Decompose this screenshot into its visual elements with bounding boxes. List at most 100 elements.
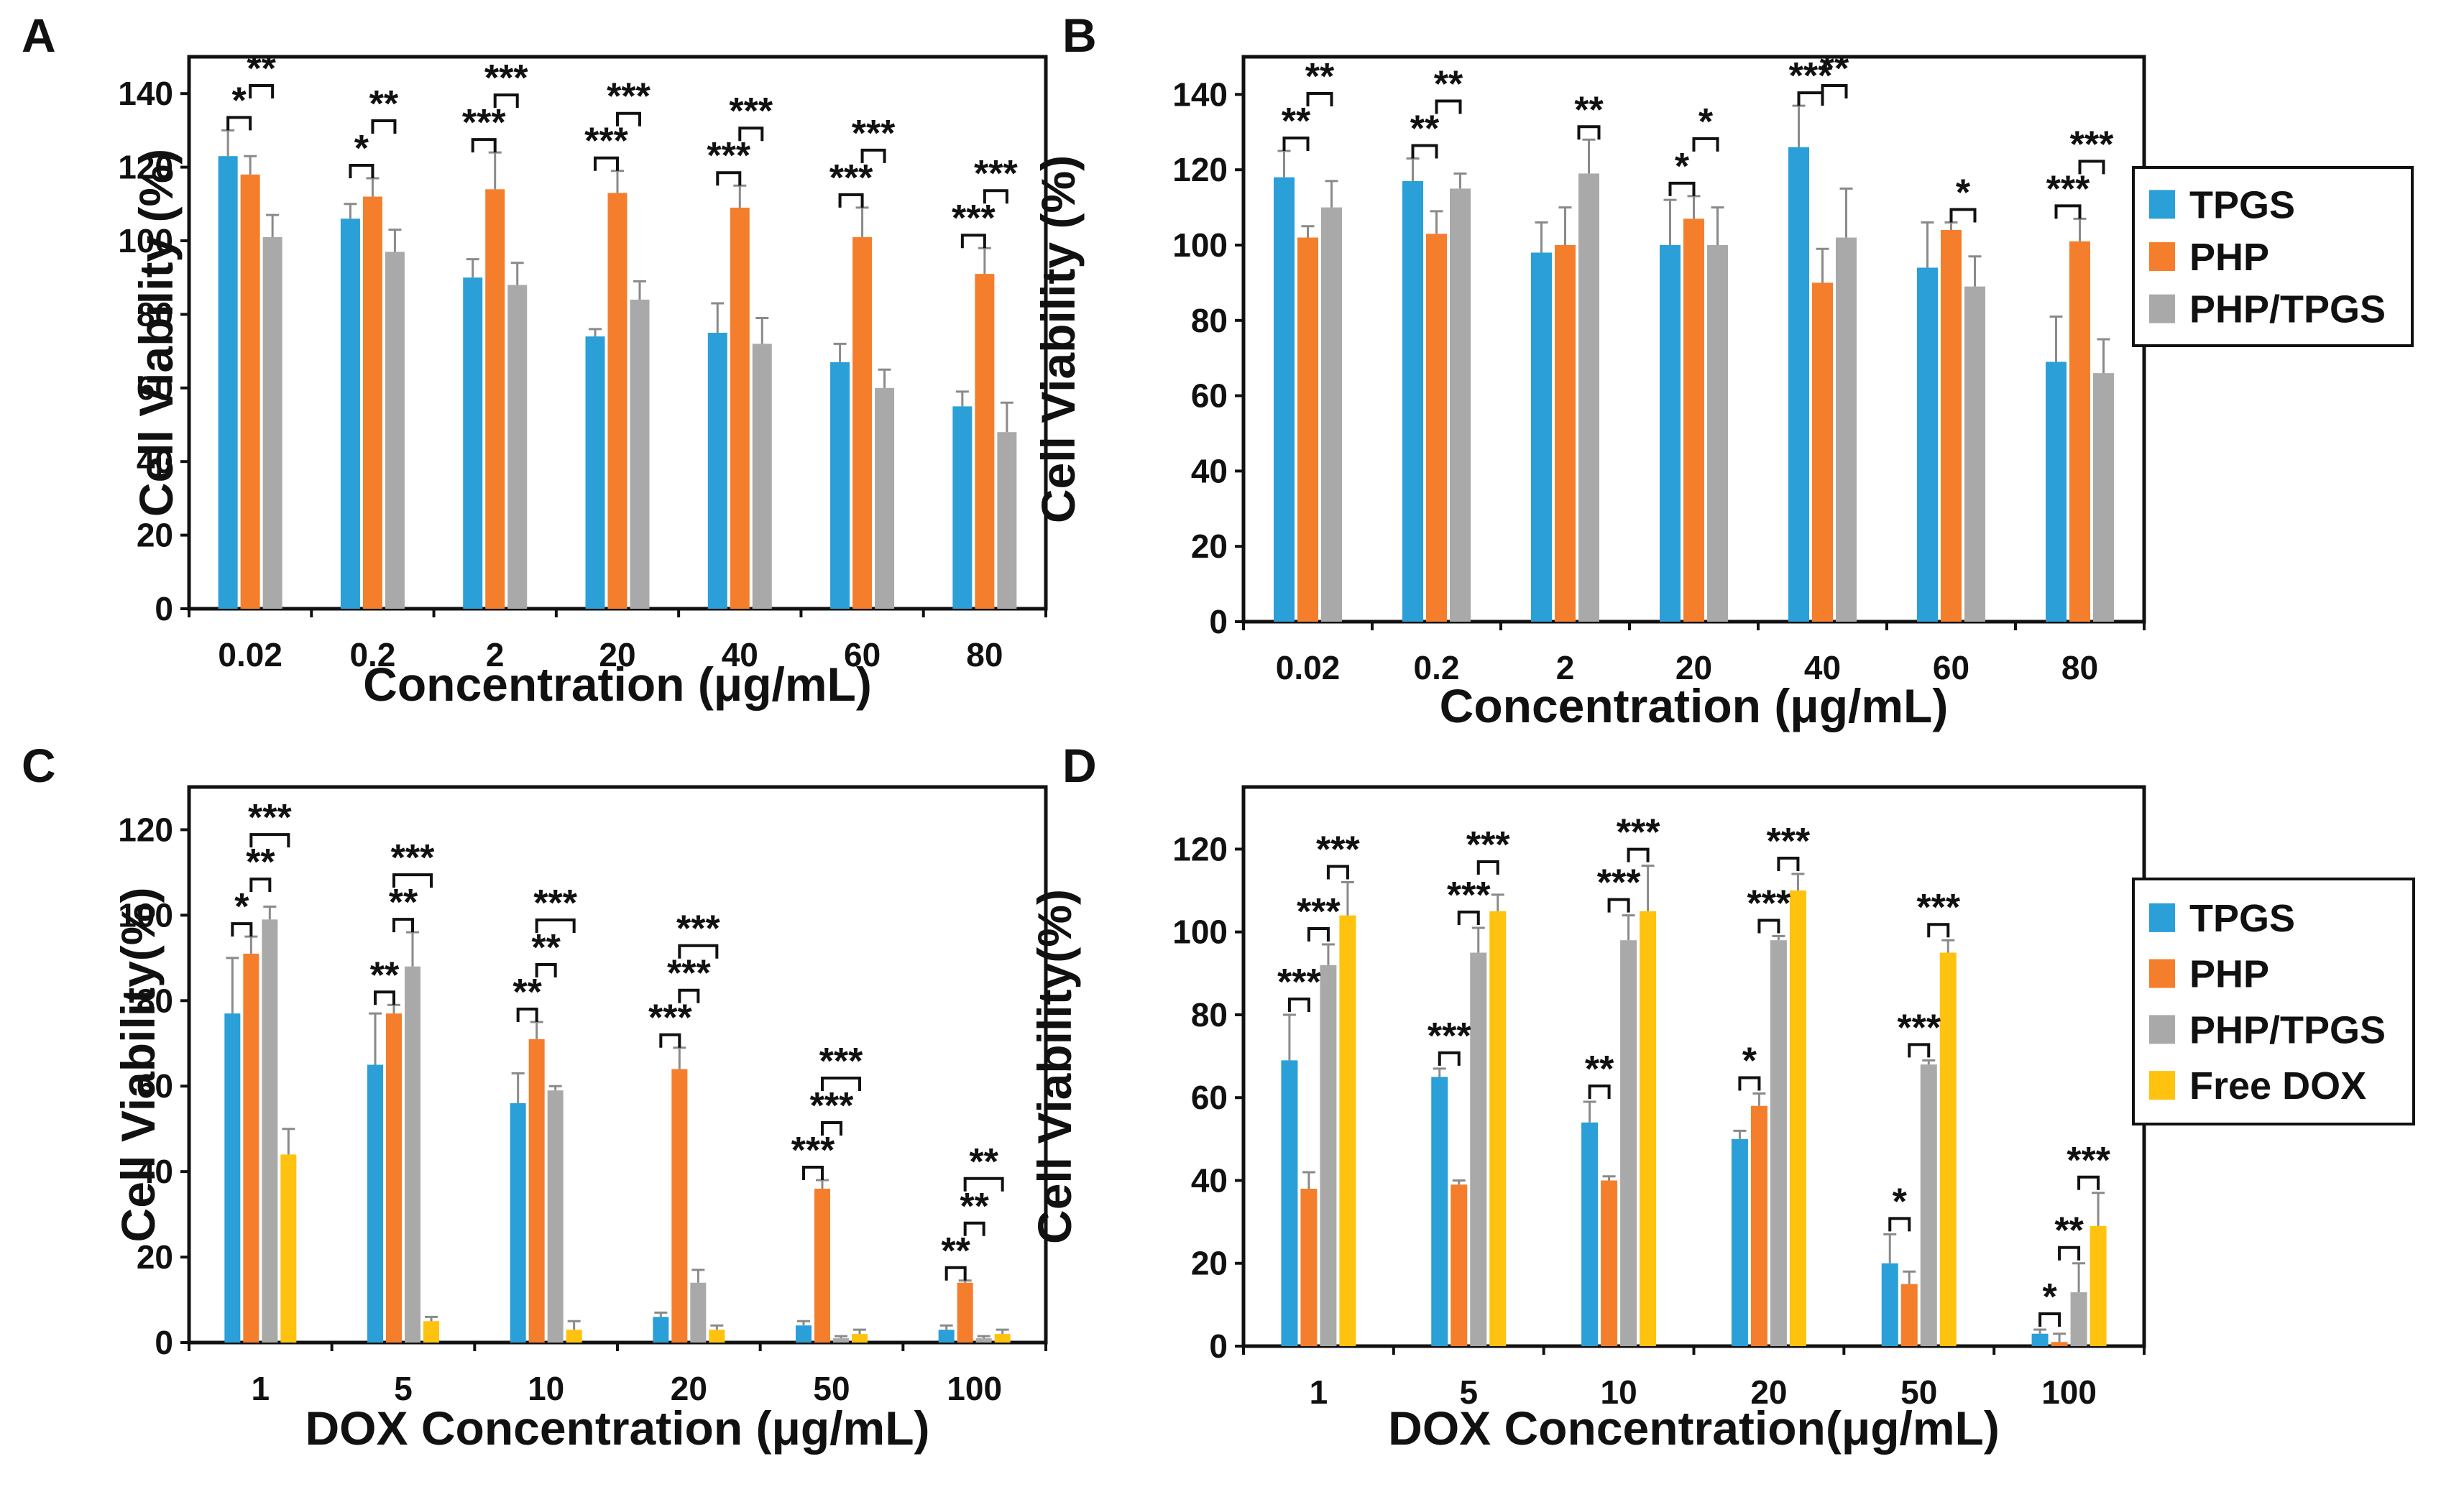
y-tick-label: 80 xyxy=(137,982,173,1019)
y-tick-label: 120 xyxy=(1172,830,1228,867)
significance-label: ** xyxy=(1585,1049,1614,1090)
x-tick-label: 5 xyxy=(394,1370,413,1407)
bar xyxy=(385,252,405,609)
significance-label: * xyxy=(1893,1181,1908,1223)
y-tick-label: 0 xyxy=(155,590,173,627)
significance-label: *** xyxy=(1597,862,1641,904)
x-tick-label: 0.02 xyxy=(1276,649,1341,686)
plot-frame xyxy=(1241,785,2146,1348)
significance-bracket xyxy=(226,116,252,131)
x-tick-label: 40 xyxy=(1804,649,1841,686)
significance-label: *** xyxy=(648,998,692,1039)
bar xyxy=(830,362,850,609)
significance-label: * xyxy=(1698,101,1714,143)
y-axis-label: Cell Viability(%) xyxy=(111,888,165,1243)
significance-bracket xyxy=(616,111,641,126)
bar xyxy=(2069,241,2090,622)
bar xyxy=(2031,1333,2049,1346)
panel-d: D 0 20 40 60 80 100 120 1 5 10 20 50 100 DOX Concentra… xyxy=(1028,739,2146,1455)
bar xyxy=(709,1330,725,1343)
x-tick-label: 0.02 xyxy=(218,636,282,673)
significance-label: *** xyxy=(791,1130,835,1171)
x-tick-label: 10 xyxy=(1600,1373,1637,1411)
bar xyxy=(2093,373,2114,622)
significance-bracket xyxy=(1607,898,1630,913)
bar xyxy=(1321,207,1342,622)
y-tick-label: 40 xyxy=(137,1153,173,1190)
bar xyxy=(1750,1105,1767,1346)
significance-label: *** xyxy=(607,76,651,118)
significance-bracket xyxy=(535,963,557,978)
significance-label: * xyxy=(1675,146,1690,188)
significance-bracket xyxy=(2058,1246,2081,1261)
bar xyxy=(975,274,995,609)
significance-bracket xyxy=(1457,910,1480,925)
bar xyxy=(1402,180,1423,622)
legend-swatch xyxy=(2149,959,2175,988)
y-tick-label: 20 xyxy=(137,517,173,554)
significance-label: *** xyxy=(2070,124,2114,165)
legend-swatch xyxy=(2149,242,2175,271)
significance-bracket xyxy=(2078,160,2105,175)
bar xyxy=(1450,188,1471,622)
panel-label: C xyxy=(22,739,56,792)
x-tick-label: 60 xyxy=(1933,649,1969,686)
bar xyxy=(386,1013,402,1343)
bar xyxy=(707,333,727,609)
significance-bracket xyxy=(1476,860,1499,875)
y-axis-label: Cell Viability (%) xyxy=(129,149,183,517)
significance-label: *** xyxy=(1316,829,1360,871)
significance-label: ** xyxy=(2054,1210,2084,1252)
significance-bracket xyxy=(1326,865,1349,880)
significance-bracket xyxy=(716,171,742,186)
significance-bracket xyxy=(374,990,395,1005)
significance-bracket xyxy=(1821,84,1848,98)
bar xyxy=(938,1330,955,1343)
panel-a: A 0 20 40 60 80 100 120 140 0.02 0.2 2 20 40 60 80 Conce… xyxy=(22,9,1048,711)
legend-label: Free DOX xyxy=(2189,1064,2366,1108)
plot-frame xyxy=(187,785,1048,1345)
y-tick-label: 120 xyxy=(118,149,173,186)
bar xyxy=(1683,218,1704,622)
bar xyxy=(340,218,360,609)
significance-bracket xyxy=(1668,181,1696,196)
y-tick-label: 0 xyxy=(155,1324,173,1361)
significance-bracket xyxy=(860,148,886,163)
legend-2: TPGS PHP PHP/TPGS Free DOX xyxy=(2132,878,2415,1125)
x-tick-label: 2 xyxy=(1556,649,1575,686)
significance-bracket xyxy=(1738,1076,1761,1091)
y-tick-label: 60 xyxy=(1191,377,1228,415)
bar xyxy=(367,1064,383,1343)
bar xyxy=(1281,1060,1298,1346)
significance-label: ** xyxy=(1305,56,1335,98)
y-tick-label: 60 xyxy=(137,1067,173,1105)
significance-label: *** xyxy=(1277,962,1321,1003)
y-tick-label: 20 xyxy=(1191,528,1228,565)
bar xyxy=(1900,1284,1918,1346)
significance-bracket xyxy=(963,1221,985,1236)
significance-bracket xyxy=(1627,847,1650,862)
panel-label: D xyxy=(1062,739,1097,792)
x-tick-label: 20 xyxy=(671,1370,707,1407)
significance-bracket xyxy=(802,1166,824,1181)
significance-label: *** xyxy=(667,953,711,995)
significance-label: *** xyxy=(248,797,292,839)
significance-label: *** xyxy=(1916,887,1960,929)
x-tick-label: 0.2 xyxy=(1414,649,1460,686)
significance-bracket xyxy=(1588,1084,1611,1099)
significance-bracket xyxy=(249,878,272,893)
bar xyxy=(1731,1138,1748,1346)
significance-label: *** xyxy=(1617,812,1660,854)
y-tick-label: 80 xyxy=(1191,302,1228,339)
significance-label: *** xyxy=(952,198,996,239)
bar xyxy=(240,174,260,609)
bar xyxy=(224,1013,241,1343)
significance-label: ** xyxy=(941,1230,970,1272)
x-tick-label: 0.2 xyxy=(349,636,395,673)
bar xyxy=(852,236,873,609)
significance-label: *** xyxy=(484,57,528,99)
significance-label: ** xyxy=(1574,89,1604,131)
bar xyxy=(1640,911,1657,1346)
significance-bracket xyxy=(2077,1175,2100,1190)
significance-bracket xyxy=(1908,1043,1931,1058)
